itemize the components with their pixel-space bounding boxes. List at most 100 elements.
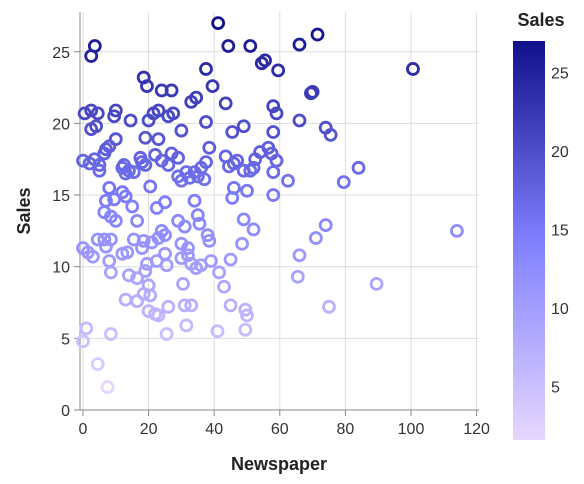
data-point xyxy=(187,193,202,208)
data-point xyxy=(243,39,258,53)
data-point xyxy=(266,125,281,139)
data-point xyxy=(85,249,100,264)
data-point xyxy=(236,119,251,134)
data-point xyxy=(197,172,212,187)
data-point xyxy=(151,308,166,323)
data-point xyxy=(225,125,240,139)
data-point xyxy=(143,179,158,194)
data-point xyxy=(102,254,117,268)
data-point xyxy=(151,231,166,245)
data-point xyxy=(100,380,115,394)
data-point xyxy=(246,160,261,175)
data-point xyxy=(290,269,305,284)
data-point xyxy=(115,246,130,261)
data-point xyxy=(92,163,107,178)
data-point xyxy=(266,99,281,114)
data-point xyxy=(318,218,333,233)
data-point xyxy=(176,276,190,291)
x-axis-ticks: 0 20 40 60 80 100 120 xyxy=(79,410,490,438)
data-point xyxy=(164,83,179,98)
data-point xyxy=(99,239,113,254)
data-point xyxy=(130,271,145,286)
data-point xyxy=(76,334,90,349)
data-point xyxy=(171,150,186,165)
data-point xyxy=(138,158,153,172)
data-point xyxy=(89,119,104,134)
data-point xyxy=(406,62,420,76)
data-point xyxy=(99,142,113,157)
data-point xyxy=(212,265,227,280)
data-point xyxy=(158,228,172,243)
data-point xyxy=(102,180,117,195)
y-axis-ticks: 0 5 10 15 20 25 xyxy=(52,45,80,420)
data-point xyxy=(181,241,195,255)
data-point xyxy=(369,276,384,291)
data-point xyxy=(450,223,464,238)
data-point xyxy=(140,79,154,94)
data-point xyxy=(240,183,254,198)
x-tick-label: 80 xyxy=(337,421,355,438)
data-point xyxy=(184,298,199,313)
x-tick-label: 20 xyxy=(140,421,158,438)
data-point xyxy=(238,302,253,317)
data-point xyxy=(138,130,153,145)
data-point xyxy=(292,37,307,52)
color-legend: Sales 5 10 15 20 25 xyxy=(513,10,569,440)
data-point xyxy=(218,96,233,111)
y-tick-label: 5 xyxy=(61,331,70,348)
x-axis-title: Newspaper xyxy=(231,454,327,474)
data-point xyxy=(225,191,240,205)
data-point xyxy=(159,327,174,341)
data-point xyxy=(166,106,181,121)
data-point xyxy=(158,246,172,261)
y-tick-label: 10 xyxy=(52,260,70,277)
data-point xyxy=(151,103,166,118)
x-tick-label: 40 xyxy=(205,421,223,438)
data-point xyxy=(304,86,318,101)
data-point xyxy=(235,236,249,251)
data-point xyxy=(269,106,284,121)
x-tick-label: 100 xyxy=(398,421,425,438)
data-point xyxy=(161,299,176,314)
data-point xyxy=(351,160,366,175)
data-point xyxy=(202,140,217,155)
data-point xyxy=(130,213,145,228)
data-point xyxy=(135,155,149,169)
legend-tick-label: 25 xyxy=(551,65,569,82)
data-point xyxy=(230,153,245,168)
y-tick-label: 15 xyxy=(52,188,70,205)
data-point xyxy=(322,299,336,314)
data-point xyxy=(177,219,192,234)
data-point xyxy=(223,298,238,313)
data-point xyxy=(159,258,174,273)
data-point xyxy=(258,53,272,68)
data-point xyxy=(223,252,238,267)
data-points xyxy=(76,16,464,394)
data-point xyxy=(79,321,94,336)
y-axis-title: Sales xyxy=(14,187,34,234)
data-point xyxy=(122,268,136,283)
data-point xyxy=(202,234,217,248)
data-point xyxy=(151,132,166,147)
data-point xyxy=(199,115,213,129)
data-point xyxy=(226,156,241,171)
legend-color-bar xyxy=(513,41,545,440)
data-point xyxy=(199,62,213,76)
data-point xyxy=(84,49,99,63)
data-point xyxy=(210,324,225,339)
legend-title: Sales xyxy=(517,10,564,30)
data-point xyxy=(174,123,189,138)
data-point xyxy=(92,158,107,172)
x-tick-label: 60 xyxy=(271,421,289,438)
data-point xyxy=(77,106,92,121)
data-point xyxy=(221,39,236,53)
legend-tick-label: 15 xyxy=(551,223,569,240)
data-point xyxy=(236,212,251,227)
data-point xyxy=(308,231,323,245)
data-point xyxy=(90,106,105,121)
data-point xyxy=(336,175,351,190)
data-point xyxy=(158,195,172,210)
data-point xyxy=(174,251,189,266)
data-point xyxy=(143,288,158,303)
y-tick-label: 25 xyxy=(52,45,70,62)
